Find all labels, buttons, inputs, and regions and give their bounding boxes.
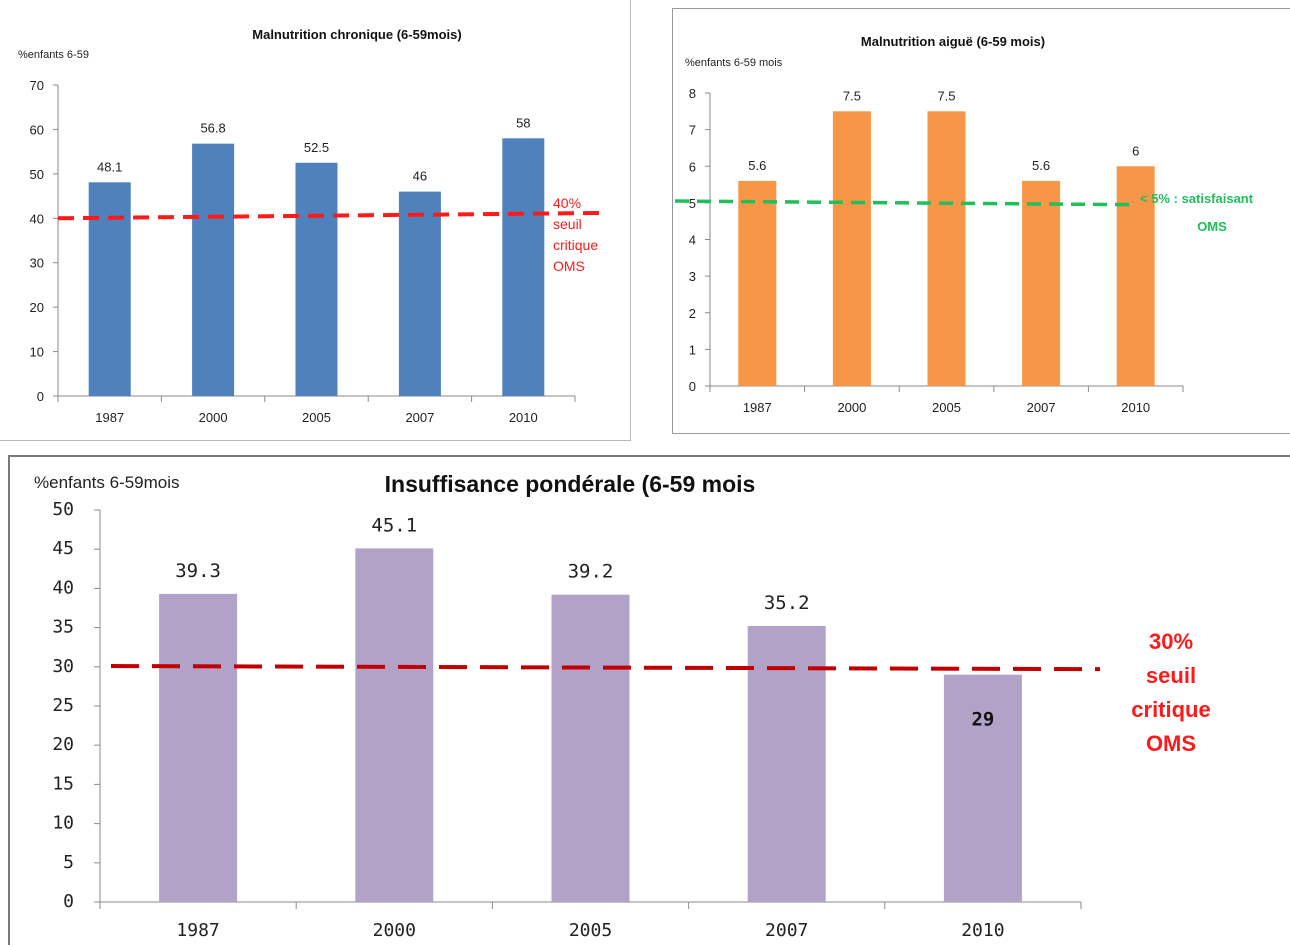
y-tick-label: 3 <box>689 269 696 284</box>
data-label-1987: 48.1 <box>97 159 122 174</box>
y-tick-label: 30 <box>52 656 74 677</box>
y-tick-label: 50 <box>30 167 44 182</box>
y-tick-label: 7 <box>689 123 696 138</box>
y-axis-label: %enfants 6-59mois <box>34 473 180 492</box>
bar-2010 <box>502 138 545 397</box>
x-tick-label: 2010 <box>961 920 1004 941</box>
x-tick-label: 2000 <box>199 410 228 425</box>
x-tick-label: 1987 <box>176 920 219 941</box>
y-tick-label: 40 <box>52 577 74 598</box>
bar-2000 <box>192 143 235 396</box>
data-label-2007: 5.6 <box>1032 158 1050 173</box>
data-label-2010: 6 <box>1132 143 1139 158</box>
y-tick-label: 5 <box>63 852 74 873</box>
data-label-2007: 35.2 <box>764 592 810 614</box>
data-label-1987: 39.3 <box>175 560 221 582</box>
data-label-2010: 29 <box>971 709 994 731</box>
bar-2007 <box>398 191 441 396</box>
y-tick-label: 25 <box>52 695 74 716</box>
y-tick-label: 10 <box>52 813 74 834</box>
y-tick-label: 70 <box>30 78 44 93</box>
y-tick-label: 60 <box>30 122 44 137</box>
data-label-2005: 52.5 <box>304 140 329 155</box>
x-tick-label: 2000 <box>837 400 866 415</box>
threshold-line <box>674 199 1137 207</box>
chart-panel-chronique: Malnutrition chronique (6-59mois) %enfant… <box>0 0 631 441</box>
x-tick-label: 2005 <box>302 410 331 425</box>
y-tick-label: 0 <box>37 389 44 404</box>
x-tick-label: 1987 <box>743 400 772 415</box>
y-tick-label: 5 <box>689 196 696 211</box>
threshold-label-line: OMS <box>553 258 585 274</box>
chart-panel-ponderale: Insuffisance pondérale (6-59 mois %enfant… <box>8 455 1290 945</box>
chart-panel-aigue: Malnutrition aiguë (6-59 mois) %enfants 6… <box>672 8 1290 434</box>
bar-2010 <box>943 674 1022 902</box>
threshold-line <box>57 210 601 221</box>
y-tick-label: 30 <box>30 256 44 271</box>
bar-1987 <box>159 593 238 902</box>
chart-title: Insuffisance pondérale (6-59 mois <box>385 471 756 497</box>
chart-title: Malnutrition chronique (6-59mois) <box>252 27 461 42</box>
data-label-2010: 58 <box>516 115 530 130</box>
y-tick-label: 4 <box>689 233 696 248</box>
y-tick-label: 0 <box>689 379 696 394</box>
data-label-2005: 7.5 <box>937 88 955 103</box>
x-tick-label: 2007 <box>765 920 808 941</box>
bar-2007 <box>747 626 826 902</box>
threshold-label-line: critique <box>553 237 598 253</box>
data-label-2007: 46 <box>413 169 427 184</box>
x-tick-label: 2010 <box>509 410 538 425</box>
bar-2000 <box>355 548 434 902</box>
data-label-1987: 5.6 <box>748 158 766 173</box>
threshold-label-line: 30% <box>1149 629 1193 654</box>
y-tick-label: 1 <box>689 342 696 357</box>
y-axis-label: %enfants 6-59 mois <box>685 57 783 69</box>
x-tick-label: 2005 <box>932 400 961 415</box>
chart-aigue: Malnutrition aiguë (6-59 mois) %enfants 6… <box>674 34 1254 415</box>
y-tick-label: 35 <box>52 617 74 638</box>
y-tick-label: 2 <box>689 306 696 321</box>
x-tick-label: 2000 <box>373 920 416 941</box>
x-tick-label: 2007 <box>1027 400 1056 415</box>
threshold-label-line: seuil <box>553 216 582 232</box>
data-label-2000: 56.8 <box>200 121 225 136</box>
bar-1987 <box>88 182 131 396</box>
y-tick-label: 20 <box>52 734 74 755</box>
y-tick-label: 20 <box>30 300 44 315</box>
bar-2005 <box>295 162 338 396</box>
y-axis-label: %enfants 6-59 <box>18 49 89 61</box>
y-tick-label: 50 <box>52 499 74 520</box>
y-tick-label: 15 <box>52 773 74 794</box>
threshold-label-line: 40% <box>553 195 581 211</box>
bar-2005 <box>551 594 630 902</box>
x-tick-label: 2010 <box>1121 400 1150 415</box>
bar-2000 <box>832 111 871 386</box>
y-tick-label: 10 <box>30 345 44 360</box>
threshold-line <box>110 664 1101 672</box>
bar-2007 <box>1022 180 1061 386</box>
x-tick-label: 2005 <box>569 920 612 941</box>
y-tick-label: 45 <box>52 538 74 559</box>
chart-chronique: Malnutrition chronique (6-59mois) %enfant… <box>18 27 601 425</box>
x-tick-label: 2007 <box>405 410 434 425</box>
y-tick-label: 0 <box>63 891 74 912</box>
data-label-2005: 39.2 <box>568 561 614 583</box>
chart-ponderale: Insuffisance pondérale (6-59 mois %enfant… <box>34 471 1211 941</box>
threshold-label-line: critique <box>1131 697 1210 722</box>
bar-1987 <box>738 180 777 386</box>
y-tick-label: 40 <box>30 211 44 226</box>
threshold-label-line: < 5% : satisfaisant <box>1140 191 1254 206</box>
bar-2005 <box>927 111 966 386</box>
threshold-label-line: seuil <box>1146 663 1196 688</box>
threshold-label-line: OMS <box>1146 731 1196 756</box>
data-label-2000: 45.1 <box>371 514 417 536</box>
data-label-2000: 7.5 <box>843 88 861 103</box>
chart-title: Malnutrition aiguë (6-59 mois) <box>861 34 1045 49</box>
threshold-label-line: OMS <box>1197 219 1227 234</box>
y-tick-label: 8 <box>689 86 696 101</box>
x-tick-label: 1987 <box>95 410 124 425</box>
y-tick-label: 6 <box>689 159 696 174</box>
